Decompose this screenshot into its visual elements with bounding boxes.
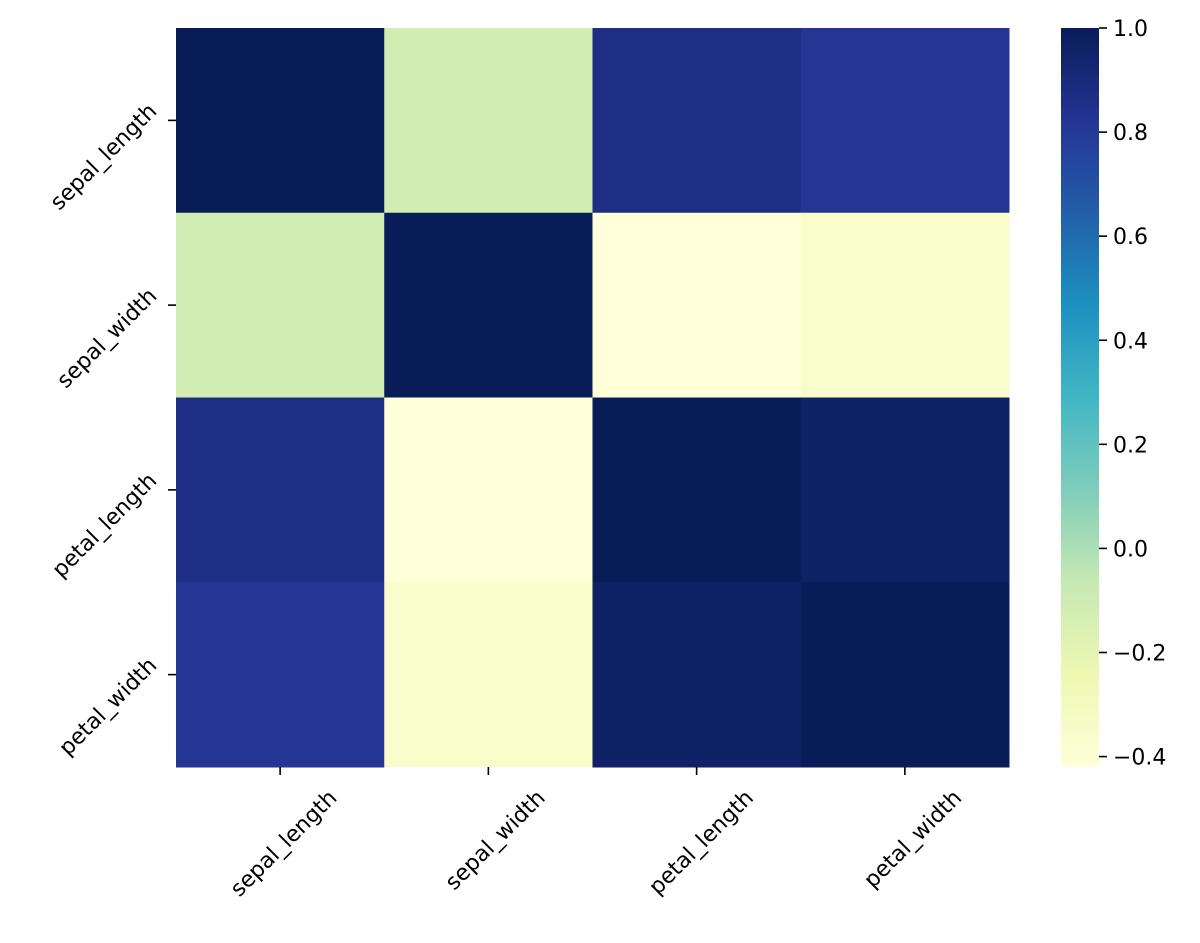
colorbar-tick-label: 0.6 xyxy=(1113,225,1148,250)
heatmap-cell xyxy=(800,582,1010,768)
colorbar-tick-label: 0.4 xyxy=(1113,329,1148,354)
colorbar-tick-label: −0.4 xyxy=(1113,746,1166,771)
heatmap-cell xyxy=(592,397,802,583)
y-axis: sepal_length sepal_width petal_lengthpetal… xyxy=(46,99,176,761)
x-tick-label: petal_length xyxy=(644,786,758,900)
heatmap-cell xyxy=(800,212,1010,398)
y-tick-label: sepal_length xyxy=(46,99,162,215)
x-tick-label: petal_width xyxy=(859,786,967,894)
colorbar-axis: 1.0 0.8 0.6 0.4 0.2 0.0 −0.2 −0.4 xyxy=(1099,17,1166,771)
heatmap-cell xyxy=(176,397,385,583)
colorbar-tick-label: 0.8 xyxy=(1113,121,1148,146)
heatmap-cell xyxy=(384,212,593,398)
heatmap-cell xyxy=(176,212,385,398)
x-axis: sepal_length sepal_width petal_length petal… xyxy=(226,767,967,902)
colorbar-tick-label: −0.2 xyxy=(1113,642,1166,667)
colorbar xyxy=(1061,28,1099,767)
colorbar-tick-label: 1.0 xyxy=(1113,17,1148,42)
y-tick-label: petal_length xyxy=(48,468,162,582)
colorbar-tick-label: 0.0 xyxy=(1113,537,1148,562)
heatmap-cell xyxy=(800,397,1010,583)
heatmap-cell xyxy=(176,28,385,214)
heatmap-cells xyxy=(176,28,1010,768)
heatmap-cell xyxy=(592,28,802,214)
heatmap-cell xyxy=(384,397,593,583)
x-tick-label: sepal_length xyxy=(226,786,342,902)
colorbar-tick-label: 0.2 xyxy=(1113,433,1148,458)
heatmap-cell xyxy=(384,28,593,214)
heatmap-cell xyxy=(592,582,802,768)
y-tick-label: petal_width xyxy=(55,653,163,761)
heatmap-cell xyxy=(800,28,1010,214)
heatmap-cell xyxy=(592,212,802,398)
heatmap-cell xyxy=(176,582,385,768)
y-tick-label: sepal_width xyxy=(52,284,162,394)
x-tick-label: sepal_width xyxy=(441,786,551,896)
heatmap-cell xyxy=(384,582,593,768)
